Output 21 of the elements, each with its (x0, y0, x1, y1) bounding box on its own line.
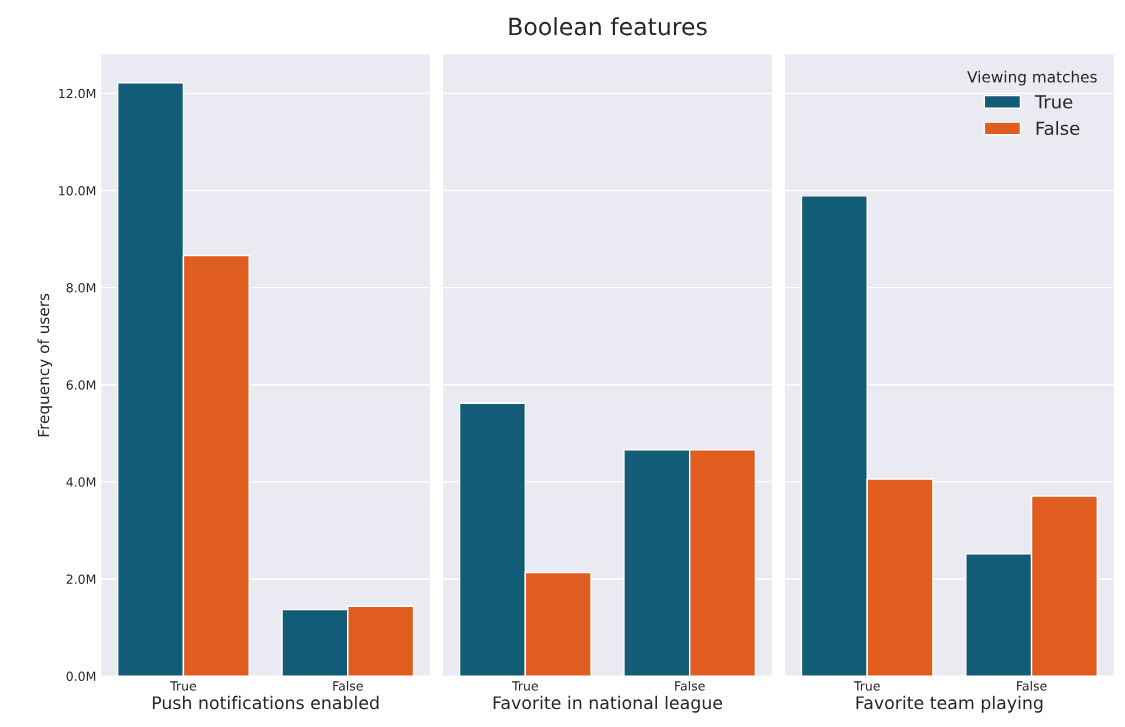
y-tick-label: 2.0M (66, 574, 96, 584)
x-tick-label: True (853, 681, 880, 691)
y-tick-label: 8.0M (66, 283, 96, 293)
legend-title: Viewing matches (967, 70, 1097, 86)
x-axis-title: Push notifications enabled (152, 695, 379, 710)
x-tick-label: True (512, 681, 538, 691)
y-axis-title: Frequency of users (37, 293, 53, 437)
y-tick-label: 4.0M (66, 477, 96, 487)
legend-label: True (1034, 95, 1073, 109)
y-tick-label: 10.0M (59, 185, 96, 196)
y-tick-label: 0.0M (66, 671, 96, 682)
x-tick-label: False (1017, 680, 1047, 691)
legend-label: False (1036, 121, 1080, 136)
y-tick-label: 12.0M (59, 88, 96, 99)
x-axis-title: Favorite in national league (493, 695, 723, 713)
chart-title: Boolean features (509, 17, 707, 36)
x-tick-label: False (333, 680, 363, 691)
x-axis-title: Favorite team playing (856, 695, 1043, 713)
x-tick-label: False (675, 680, 705, 691)
y-tick-label: 6.0M (66, 380, 96, 390)
x-tick-label: True (170, 681, 197, 691)
